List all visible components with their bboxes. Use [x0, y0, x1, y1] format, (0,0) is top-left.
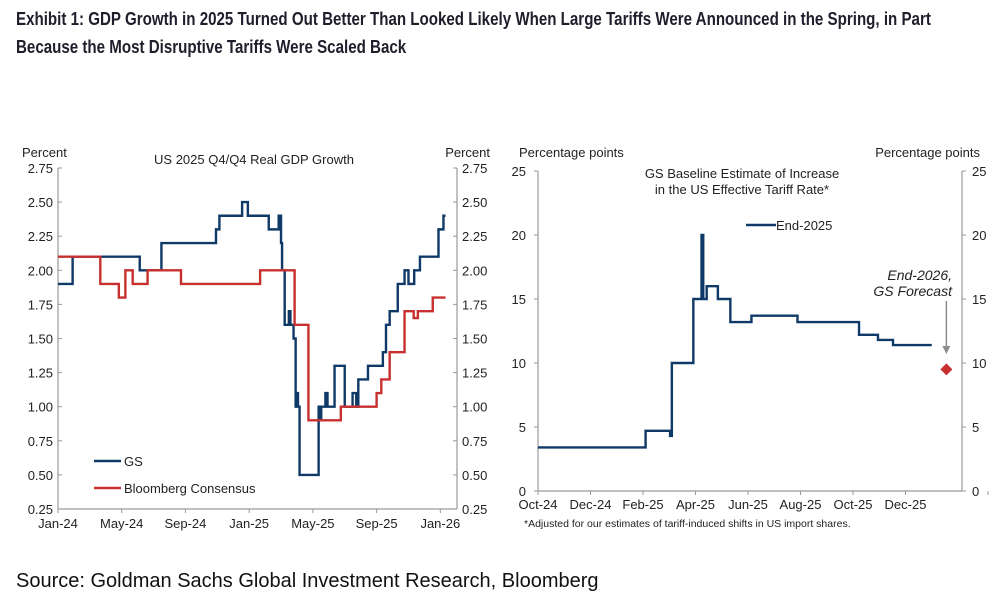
y-tick-label: 10 [512, 356, 526, 371]
y-tick-label: 1.50 [28, 332, 53, 347]
x-tick-label: Oct-25 [833, 497, 872, 512]
y-axis-label: Percentage points [519, 145, 624, 160]
y-tick-label-right: 2.00 [462, 263, 487, 278]
x-tick-label: Dec-25 [885, 497, 927, 512]
y-tick-label-right: 5 [972, 420, 979, 435]
legend-label: End-2025 [776, 218, 832, 233]
y-tick-label: 20 [512, 228, 526, 243]
y-axis-label-right: Percent [445, 145, 490, 160]
y-tick-label: 1.75 [28, 297, 53, 312]
forecast-label-line2: GS Forecast [873, 283, 953, 299]
forecast-label-line1: End-2026, [887, 267, 952, 283]
y-tick-label-right: 15 [972, 292, 986, 307]
x-tick-label: Sep-24 [164, 516, 206, 531]
y-tick-label-right: 0.25 [462, 502, 487, 517]
x-tick-label: Jan-24 [38, 516, 78, 531]
x-tick-label: Sep-25 [356, 516, 398, 531]
x-tick-label: May-24 [100, 516, 143, 531]
y-tick-label: 0 [519, 484, 526, 499]
x-tick-label: Apr-25 [676, 497, 715, 512]
series-line-gs [58, 200, 446, 477]
y-tick-label: 25 [512, 164, 526, 179]
chart-title-line1: GS Baseline Estimate of Increase [645, 166, 839, 181]
y-tick-label: 0.25 [28, 502, 53, 517]
y-axis-label: Percent [22, 145, 67, 160]
exhibit-title-line2: Because the Most Disruptive Tariffs Were… [16, 37, 407, 57]
series-line-end-2025 [538, 233, 932, 449]
y-tick-label: 2.75 [28, 161, 53, 176]
y-tick-label-right: 1.25 [462, 366, 487, 381]
y-tick-label-right: 1.75 [462, 297, 487, 312]
y-tick-label-right: 1.50 [462, 332, 487, 347]
legend-label: Bloomberg Consensus [124, 481, 256, 496]
x-tick-label: Feb-25 [622, 497, 663, 512]
y-tick-label: 2.00 [28, 263, 53, 278]
x-tick-label: Oct-24 [518, 497, 557, 512]
y-tick-label-right: 2.75 [462, 161, 487, 176]
y-tick-label: 1.25 [28, 366, 53, 381]
y-tick-label: 5 [519, 420, 526, 435]
y-tick-label-right: 20 [972, 228, 986, 243]
y-tick-label: 1.00 [28, 400, 53, 415]
footnote: *Adjusted for our estimates of tariff-in… [524, 518, 851, 530]
chart-title-line2: in the US Effective Tariff Rate* [655, 182, 829, 197]
chart-title: US 2025 Q4/Q4 Real GDP Growth [154, 152, 354, 167]
legend-label: GS [124, 454, 143, 469]
series-line-bloomberg-consensus [58, 255, 446, 422]
y-tick-label-right: 25 [972, 164, 986, 179]
x-tick-label: Dec-24 [570, 497, 612, 512]
y-tick-label-right: 10 [972, 356, 986, 371]
y-tick-label-right: 0 [972, 484, 979, 499]
x-tick-label: Aug-25 [780, 497, 822, 512]
source-note: Source: Goldman Sachs Global Investment … [16, 570, 599, 592]
y-tick-label-right: 0.75 [462, 434, 487, 449]
exhibit-title-line1: Exhibit 1: GDP Growth in 2025 Turned Out… [16, 9, 931, 29]
arrow-head-icon [942, 346, 951, 354]
x-tick-label: Jan-26 [420, 516, 460, 531]
y-tick-label: 15 [512, 292, 526, 307]
y-tick-label-right: 1.00 [462, 400, 487, 415]
y-tick-label-right: 2.25 [462, 229, 487, 244]
y-tick-label-right: 2.50 [462, 195, 487, 210]
y-tick-label: 2.25 [28, 229, 53, 244]
y-tick-label: 2.50 [28, 195, 53, 210]
x-tick-label: Jan-25 [229, 516, 269, 531]
forecast-diamond-marker [940, 363, 953, 376]
y-tick-label: 0.50 [28, 468, 53, 483]
x-tick-label: May-25 [291, 516, 334, 531]
x-tick-label: Jun-25 [728, 497, 768, 512]
y-tick-label-right: 0.50 [462, 468, 487, 483]
y-axis-label-right: Percentage points [875, 145, 980, 160]
y-tick-label: 0.75 [28, 434, 53, 449]
